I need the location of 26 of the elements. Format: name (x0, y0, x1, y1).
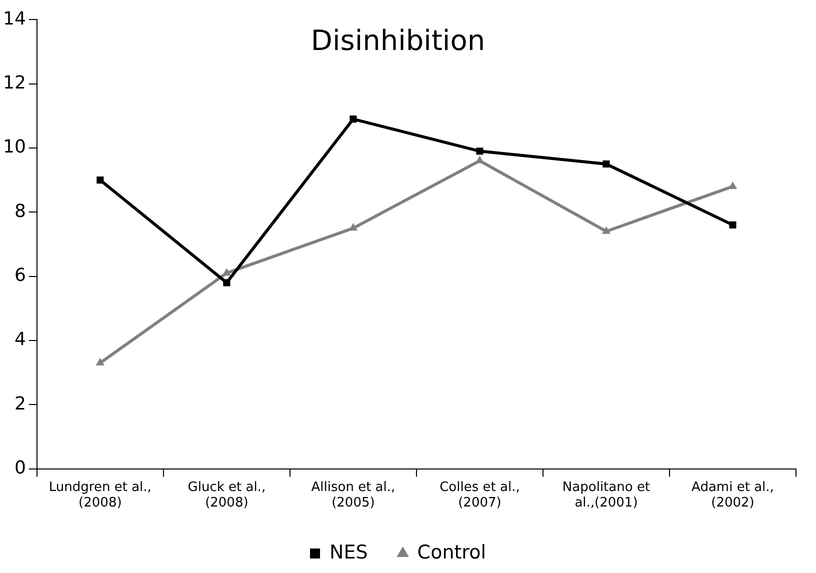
y-tick-label: 8 (14, 200, 26, 222)
point (602, 160, 610, 168)
point (729, 221, 736, 228)
point (223, 279, 230, 286)
point (350, 116, 357, 123)
point (602, 226, 611, 234)
y-tick-label: 0 (14, 457, 26, 478)
x-tick-label: Allison et al., (2005) (311, 480, 396, 511)
point (222, 268, 232, 276)
point (476, 148, 484, 155)
y-tick-label: 4 (14, 329, 26, 350)
y-tick-label: 10 (3, 136, 26, 158)
x-tick-label: Gluck et al., (2008) (188, 480, 266, 511)
y-tick-label: 12 (3, 72, 26, 94)
x-tick-label: Colles et al., (2007) (440, 480, 520, 511)
y-tick-label: 2 (14, 393, 26, 414)
chart-title: Disinhibition (310, 24, 486, 58)
y-tick-label: 6 (14, 264, 26, 286)
x-tick-label: Adami et al., (2002) (692, 480, 774, 511)
legend-label: Control (417, 541, 486, 564)
x-tick-label: Napolitano et al.,(2001) (562, 480, 650, 511)
legend-label: NES (330, 541, 368, 564)
point (96, 358, 104, 366)
point (96, 176, 104, 184)
y-tick-label: 14 (3, 8, 26, 30)
x-tick-label: Lundgren et al., (2008) (48, 480, 152, 511)
